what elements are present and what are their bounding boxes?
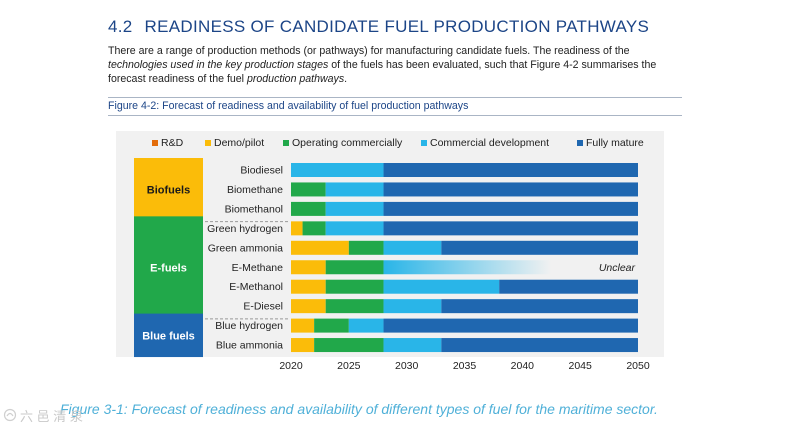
row-label-green-hydrogen: Green hydrogen — [207, 223, 283, 235]
legend-swatch-commercial — [421, 140, 427, 146]
figure-title: Figure 4-2: Forecast of readiness and av… — [108, 97, 682, 116]
bar-segment-green-ammonia-commercial — [383, 240, 442, 255]
legend-label-mature: Fully mature — [586, 137, 644, 149]
bar-segment-e-diesel-operating — [325, 299, 384, 314]
x-tick-label-2025: 2025 — [337, 360, 361, 372]
bar-segment-biomethane-commercial — [325, 182, 384, 197]
bar-segment-e-methanol-operating — [325, 279, 384, 294]
intro-italic-1: technologies used in the key production … — [108, 59, 329, 71]
section-number: 4.2 — [108, 17, 133, 36]
bar-segment-biodiesel-commercial — [291, 163, 384, 177]
intro-text-3: . — [344, 73, 348, 85]
bar-segment-biomethane-operating — [291, 182, 326, 197]
bar-segment-green-hydrogen-demo — [291, 221, 303, 236]
bar-segment-e-diesel-demo — [291, 299, 326, 314]
legend-swatch-operating — [283, 140, 289, 146]
group-box-e-fuels — [134, 216, 203, 319]
group-label-biofuels: Biofuels — [147, 184, 190, 196]
group-box-biofuels — [134, 158, 203, 221]
bar-segment-e-methanol-mature — [499, 279, 638, 294]
bar-segment-e-methane-commercial — [383, 260, 552, 275]
bar-segment-blue-ammonia-operating — [314, 338, 384, 353]
intro-paragraph: There are a range of production methods … — [108, 44, 686, 86]
row-label-e-diesel: E-Diesel — [243, 301, 283, 313]
row-label-biomethane: Biomethane — [227, 184, 283, 196]
bar-segment-biomethane-mature — [383, 182, 638, 197]
bar-segment-blue-hydrogen-demo — [291, 318, 315, 333]
row-label-green-ammonia: Green ammonia — [208, 242, 283, 254]
x-tick-label-2030: 2030 — [395, 360, 419, 372]
watermark-logo-icon — [3, 408, 17, 422]
bar-segment-green-ammonia-demo — [291, 240, 349, 255]
row-label-blue-ammonia: Blue ammonia — [216, 340, 283, 352]
row-label-biodiesel: Biodiesel — [240, 165, 283, 177]
bar-segment-e-methanol-demo — [291, 279, 326, 294]
x-tick-label-2035: 2035 — [453, 360, 477, 372]
bar-segment-green-hydrogen-operating — [302, 221, 326, 236]
section-title: READINESS OF CANDIDATE FUEL PRODUCTION P… — [144, 17, 650, 36]
group-box-blue-fuels — [134, 313, 203, 358]
section-heading: 4.2 READINESS OF CANDIDATE FUEL PRODUCTIO… — [108, 17, 649, 37]
row-label-biomethanol: Biomethanol — [225, 203, 283, 215]
legend-label-demo: Demo/pilot — [214, 137, 264, 149]
bar-segment-e-methane-demo — [291, 260, 326, 275]
bar-segment-biomethanol-mature — [383, 201, 638, 216]
bar-segment-blue-ammonia-demo — [291, 338, 315, 353]
row-note-e-methane: Unclear — [599, 262, 636, 274]
legend-swatch-mature — [577, 140, 583, 146]
bar-segment-blue-ammonia-commercial — [383, 338, 442, 353]
x-tick-label-2020: 2020 — [279, 360, 303, 372]
bar-segment-green-ammonia-mature — [441, 240, 638, 255]
legend-swatch-rd — [152, 140, 158, 146]
bar-segment-blue-hydrogen-operating — [314, 318, 349, 333]
row-label-e-methane: E-Methane — [232, 262, 284, 274]
figure-caption: Figure 3-1: Forecast of readiness and av… — [60, 401, 658, 417]
legend-swatch-demo — [205, 140, 211, 146]
x-tick-label-2050: 2050 — [626, 360, 650, 372]
bar-segment-biomethanol-operating — [291, 201, 326, 216]
legend-label-rd: R&D — [161, 137, 184, 149]
bar-segment-e-diesel-mature — [441, 299, 638, 314]
intro-italic-2: production pathways — [246, 73, 345, 85]
watermark-text: 六 邑 清 泉 — [20, 409, 83, 424]
bar-segment-blue-hydrogen-commercial — [348, 318, 384, 333]
bar-segment-e-diesel-commercial — [383, 299, 442, 314]
bar-segment-green-ammonia-operating — [348, 240, 384, 255]
bar-segment-blue-ammonia-mature — [441, 338, 638, 353]
bar-segment-biodiesel-mature — [383, 163, 638, 177]
bar-segment-green-hydrogen-commercial — [325, 221, 384, 236]
group-label-e-fuels: E-fuels — [150, 262, 187, 274]
bar-segment-blue-hydrogen-mature — [383, 318, 638, 333]
x-tick-label-2040: 2040 — [511, 360, 535, 372]
intro-text-1: There are a range of production methods … — [108, 45, 630, 57]
row-label-blue-hydrogen: Blue hydrogen — [215, 320, 283, 332]
legend-label-commercial: Commercial development — [430, 137, 549, 149]
group-label-blue-fuels: Blue fuels — [142, 330, 195, 342]
row-label-e-methanol: E-Methanol — [229, 281, 283, 293]
bar-segment-e-methane-operating — [325, 260, 384, 275]
x-tick-label-2045: 2045 — [568, 360, 592, 372]
intro-text-2: of the fuels has been evaluated, such th… — [108, 59, 657, 85]
legend-label-operating: Operating commercially — [292, 137, 403, 149]
bar-segment-e-methanol-commercial — [383, 279, 500, 294]
bar-segment-biomethanol-commercial — [325, 201, 384, 216]
bar-segment-green-hydrogen-mature — [383, 221, 638, 236]
